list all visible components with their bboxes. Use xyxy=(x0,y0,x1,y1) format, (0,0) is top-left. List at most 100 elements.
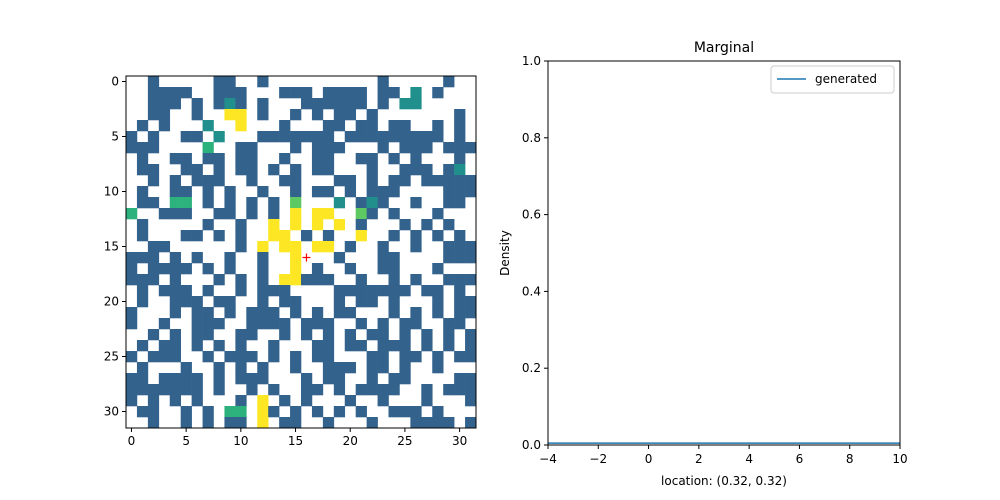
heatmap-cell xyxy=(180,230,192,242)
marginal-y-axis: 0.0 0.2 0.4 0.6 0.8 1.0 xyxy=(522,54,548,452)
heatmap-cell xyxy=(169,175,181,187)
heatmap-cell xyxy=(355,197,367,209)
heatmap-cell xyxy=(180,362,192,374)
heatmap-cell xyxy=(147,197,160,209)
heatmap-cell xyxy=(290,252,302,264)
heatmap-cell xyxy=(191,307,203,319)
heatmap-cell xyxy=(443,384,455,396)
heatmap-cell xyxy=(257,395,269,407)
heatmap-cell xyxy=(399,219,411,231)
heatmap-cell xyxy=(246,153,258,165)
heatmap-cell xyxy=(454,109,466,121)
marginal-panel: Marginal location: (0.32, 0.32) Density … xyxy=(498,40,908,488)
heatmap-cell xyxy=(377,241,389,253)
heatmap-cell xyxy=(443,142,455,154)
heatmap-cell xyxy=(126,263,138,275)
x-tick-label: 10 xyxy=(233,434,248,448)
heatmap-cell xyxy=(126,373,138,385)
heatmap-cell xyxy=(158,318,171,330)
heatmap-cell xyxy=(180,263,192,275)
heatmap-cell xyxy=(235,395,247,407)
heatmap-cell xyxy=(246,142,258,154)
heatmap-cell xyxy=(180,131,192,143)
heatmap-cell xyxy=(147,131,160,143)
heatmap-cell xyxy=(388,296,400,308)
heatmap-cell xyxy=(366,417,378,429)
heatmap-cell xyxy=(454,274,466,286)
heatmap-cell xyxy=(246,197,258,209)
heatmap-cell xyxy=(279,395,291,407)
heatmap-cell xyxy=(355,285,367,297)
heatmap-cell xyxy=(399,351,411,363)
heatmap-cell xyxy=(432,208,444,220)
heatmap-cell xyxy=(301,230,313,242)
heatmap-cell xyxy=(465,296,477,308)
heatmap-cell xyxy=(202,197,214,209)
heatmap-cells xyxy=(126,76,477,429)
heatmap-cell xyxy=(388,153,400,165)
heatmap-cell xyxy=(202,318,214,330)
heatmap-cell xyxy=(333,109,346,121)
heatmap-cell xyxy=(235,406,247,418)
heatmap-cell xyxy=(290,263,302,275)
heatmap-cell xyxy=(377,329,389,341)
heatmap-cell xyxy=(421,219,433,231)
heatmap-cell xyxy=(301,395,313,407)
heatmap-cell xyxy=(421,175,433,187)
heatmap-cell xyxy=(399,340,411,352)
heatmap-cell xyxy=(202,307,214,319)
heatmap-cell xyxy=(235,362,247,374)
heatmap-cell xyxy=(432,120,444,132)
heatmap-cell xyxy=(158,285,171,297)
heatmap-cell xyxy=(388,208,400,220)
heatmap-cell xyxy=(268,340,280,352)
heatmap-cell xyxy=(126,384,138,396)
heatmap-cell xyxy=(279,230,291,242)
heatmap-cell xyxy=(399,175,411,187)
heatmap-cell xyxy=(344,285,356,297)
heatmap-cell xyxy=(344,98,356,110)
heatmap-cell xyxy=(432,131,444,143)
heatmap-cell xyxy=(322,362,335,374)
heatmap-cell xyxy=(399,406,411,418)
heatmap-cell xyxy=(399,142,411,154)
heatmap-cell xyxy=(355,318,367,330)
heatmap-cell xyxy=(322,417,335,429)
heatmap-cell xyxy=(147,241,160,253)
heatmap-cell xyxy=(290,362,302,374)
heatmap-cell xyxy=(366,362,378,374)
heatmap-cell xyxy=(344,307,356,319)
heatmap-cell xyxy=(322,87,335,99)
heatmap-cell xyxy=(410,318,422,330)
heatmap-cell xyxy=(322,230,335,242)
heatmap-cell xyxy=(224,76,236,88)
heatmap-cell xyxy=(388,120,400,132)
heatmap-cell xyxy=(191,384,203,396)
heatmap-cell xyxy=(191,98,203,110)
heatmap-cell xyxy=(191,109,203,121)
heatmap-cell xyxy=(311,186,324,198)
heatmap-cell xyxy=(213,76,225,88)
heatmap-cell xyxy=(224,208,236,220)
heatmap-cell xyxy=(377,362,389,374)
heatmap-cell xyxy=(355,340,367,352)
heatmap-cell xyxy=(432,307,444,319)
heatmap-cell xyxy=(136,197,149,209)
heatmap-cell xyxy=(301,318,313,330)
heatmap-cell xyxy=(388,252,400,264)
heatmap-cell xyxy=(421,131,433,143)
heatmap-cell xyxy=(180,406,192,418)
heatmap-cell xyxy=(366,208,378,220)
heatmap-cell xyxy=(333,98,346,110)
heatmap-cell xyxy=(235,153,247,165)
x-tick-label: 15 xyxy=(288,434,303,448)
heatmap-cell xyxy=(136,186,149,198)
heatmap-cell xyxy=(377,318,389,330)
heatmap-cell xyxy=(399,120,411,132)
heatmap-cell xyxy=(202,417,214,429)
heatmap-cell xyxy=(126,274,138,286)
heatmap-cell xyxy=(268,285,280,297)
heatmap-cell xyxy=(311,340,324,352)
heatmap-cell xyxy=(126,131,138,143)
heatmap-cell xyxy=(443,241,455,253)
